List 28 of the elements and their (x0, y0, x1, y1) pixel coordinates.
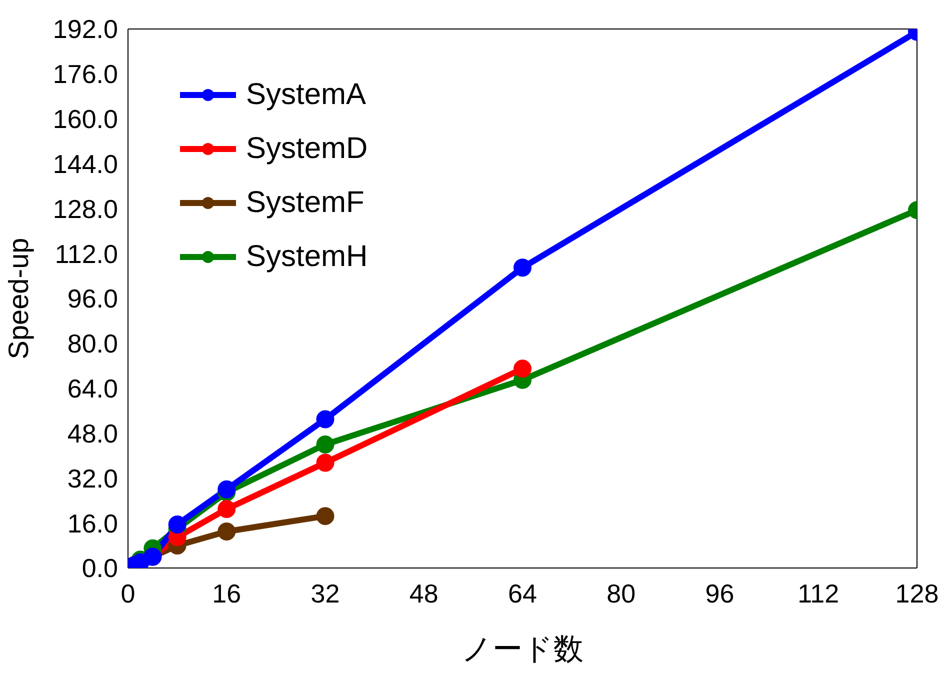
x-tick-label: 112 (798, 578, 840, 608)
y-tick-label: 144.0 (52, 148, 118, 179)
y-tick-label: 192.0 (52, 14, 118, 44)
legend-label: SystemH (246, 240, 368, 274)
y-tick-label: 128.0 (52, 194, 118, 224)
y-tick-label: 64.0 (67, 374, 118, 404)
y-tick-label: 0.0 (82, 553, 118, 584)
y-tick-label: 112.0 (54, 238, 118, 269)
y-tick-label: 176.0 (52, 59, 118, 90)
y-tick-label: 80.0 (67, 328, 118, 359)
x-tick-label: 32 (310, 578, 340, 608)
x-tick-label: 96 (705, 578, 734, 608)
x-tick-label: 0 (120, 578, 136, 608)
y-tick-label: 160.0 (52, 104, 118, 134)
y-tick-label: 32.0 (67, 463, 118, 494)
x-axis-title: ノード数 (462, 633, 584, 666)
x-tick-label: 128 (895, 578, 939, 608)
y-tick-label: 96.0 (67, 284, 118, 314)
legend-label: SystemA (246, 78, 366, 112)
x-tick-label: 48 (409, 578, 438, 608)
y-axis-title: Speed-up (2, 238, 34, 360)
y-tick-label: 48.0 (67, 418, 118, 448)
x-tick-label: 16 (212, 578, 242, 608)
y-tick-label: 16.0 (67, 508, 118, 538)
legend-label: SystemF (246, 186, 364, 220)
x-tick-label: 80 (606, 578, 636, 608)
legend-label: SystemD (246, 132, 368, 166)
x-tick-label: 64 (508, 578, 537, 608)
